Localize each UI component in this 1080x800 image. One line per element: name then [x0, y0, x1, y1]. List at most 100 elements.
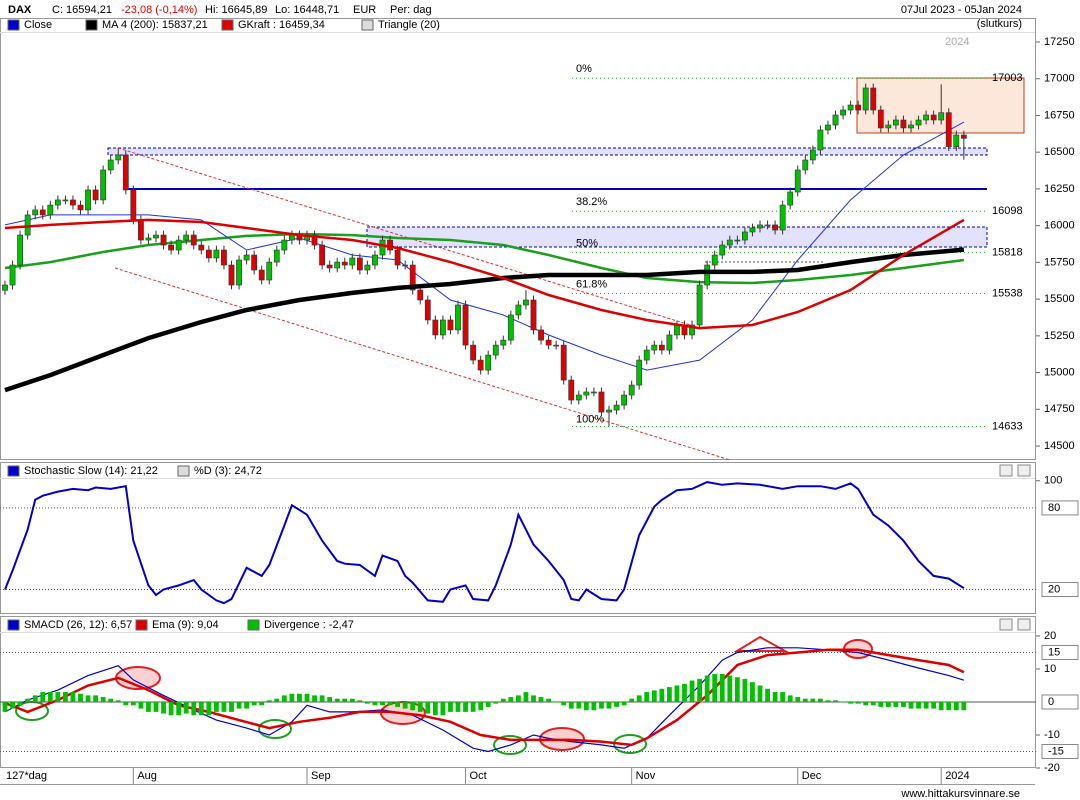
candle-body	[794, 169, 801, 193]
candle-body	[734, 239, 741, 242]
candle-body	[356, 257, 363, 271]
candle-body	[590, 391, 597, 394]
candle-body	[334, 261, 341, 269]
x-tick-label: Nov	[636, 770, 656, 782]
bar	[629, 698, 635, 702]
bar	[901, 701, 906, 707]
x-axis-label: 127*dag	[6, 770, 47, 782]
bar	[455, 701, 461, 712]
candle-body	[39, 209, 46, 216]
bar	[538, 697, 544, 702]
candle-body	[553, 344, 560, 347]
candle-body	[757, 224, 763, 229]
candle-body	[168, 244, 174, 251]
level-label: 80	[1048, 502, 1060, 514]
bar	[78, 693, 83, 702]
panel-icons[interactable]	[999, 464, 1031, 631]
candle-body	[900, 119, 907, 129]
legend-label: Ema (9): 9,04	[152, 619, 219, 631]
candle-body	[877, 109, 884, 129]
bar	[266, 700, 272, 702]
legend-swatch	[7, 19, 20, 31]
bar	[161, 701, 166, 714]
fib-value: 15818	[992, 246, 1023, 258]
y-tick-label: 17000	[1044, 73, 1075, 85]
bar	[561, 701, 567, 706]
candle-body	[689, 324, 695, 336]
bar	[198, 701, 204, 716]
candle-body	[696, 284, 703, 326]
bar	[568, 701, 574, 709]
candle-body	[9, 264, 16, 286]
candle-body	[311, 234, 318, 246]
candle-body	[130, 189, 137, 221]
candle-body	[92, 189, 99, 201]
bar	[765, 688, 770, 702]
bar	[659, 688, 665, 702]
low-value: Lo: 16448,71	[275, 4, 339, 16]
bar	[10, 701, 15, 709]
currency: EUR	[353, 4, 376, 16]
bar	[583, 701, 589, 711]
y-tick-label: 14750	[1044, 403, 1075, 415]
bar	[357, 700, 363, 702]
candle-body	[402, 264, 409, 267]
candle-body	[621, 394, 627, 406]
macd-frame	[0, 616, 1036, 768]
candle-body	[613, 404, 620, 411]
bar	[553, 701, 559, 703]
fib-label: 61.8%	[576, 278, 607, 290]
bar	[40, 692, 46, 702]
candle-body	[221, 249, 227, 266]
candle-body	[545, 339, 552, 346]
candle-body	[749, 227, 756, 233]
candle-body	[107, 159, 114, 171]
date-range: 07Jul 2023 - 05Jan 2024	[901, 4, 1022, 16]
bar	[463, 701, 468, 712]
candle-body	[175, 239, 182, 251]
zone	[366, 226, 988, 248]
legend-swatch	[177, 465, 190, 477]
candle-body	[704, 264, 711, 286]
candle-body	[455, 304, 461, 331]
candle-body	[500, 339, 507, 346]
bar	[855, 701, 861, 704]
candle-body	[213, 249, 220, 259]
candle-body	[372, 254, 378, 266]
candle-body	[930, 114, 937, 121]
level-label: 15	[1048, 646, 1060, 658]
bar	[297, 693, 302, 702]
candle-body	[636, 359, 643, 386]
y-tick-label: 16250	[1044, 183, 1075, 195]
y-tick-label: 16500	[1044, 146, 1075, 158]
bar	[704, 675, 710, 702]
line	[4, 648, 965, 747]
bar	[870, 701, 876, 706]
fib-value: 15538	[992, 287, 1023, 299]
bar	[2, 701, 8, 712]
bar	[833, 700, 838, 702]
y-tick-label: 16750	[1044, 109, 1075, 121]
bar	[274, 698, 280, 702]
symbol: DAX	[8, 4, 32, 16]
bar	[750, 682, 755, 702]
candle-body	[288, 234, 295, 241]
candle-body	[387, 239, 393, 251]
candle-body	[817, 129, 824, 151]
candle-body	[145, 237, 152, 241]
candle-body	[915, 119, 922, 126]
candle-body	[945, 112, 952, 147]
candle-body	[153, 234, 159, 239]
bar	[840, 701, 846, 703]
level-label: -15	[1048, 745, 1064, 757]
y-tick-label: 100	[1044, 475, 1062, 487]
candle-body	[938, 112, 945, 121]
bar	[734, 677, 740, 702]
candle-body	[530, 299, 537, 331]
bar	[485, 701, 491, 707]
bar	[372, 701, 378, 706]
line	[4, 647, 965, 753]
bar	[606, 701, 612, 709]
candle-body	[266, 261, 273, 281]
